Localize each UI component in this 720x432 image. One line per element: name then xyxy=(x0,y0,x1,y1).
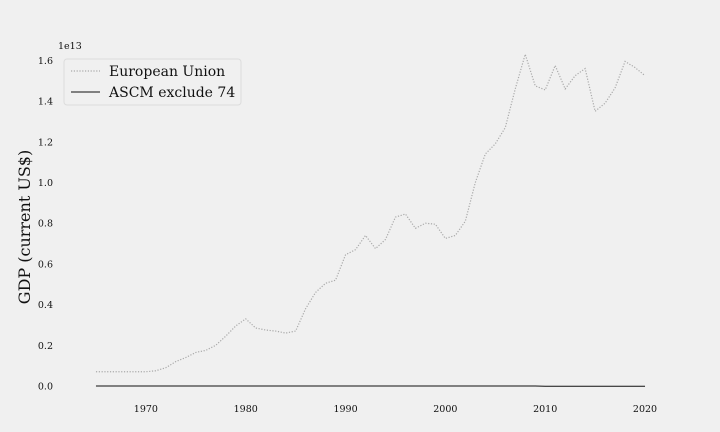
y-tick-label: 0.8 xyxy=(38,219,53,230)
y-tick-label: 1.0 xyxy=(38,178,53,189)
x-tick-label: 2020 xyxy=(633,404,657,415)
y-tick-label: 1.6 xyxy=(38,56,53,67)
y-tick-label: 1.4 xyxy=(38,97,53,108)
legend: European Union ASCM exclude 74 xyxy=(63,58,242,106)
series-line-european-union xyxy=(95,52,646,373)
legend-box xyxy=(63,58,242,106)
y-axis-label: GDP (current US$) xyxy=(15,150,34,304)
x-tick-label: 1990 xyxy=(333,404,357,415)
legend-label-european-union: European Union xyxy=(109,64,225,80)
x-tick-label: 2000 xyxy=(433,404,457,415)
series-lines xyxy=(95,52,646,387)
x-tick-label: 1970 xyxy=(134,404,158,415)
y-tick-label: 1.2 xyxy=(38,137,53,148)
x-tick-labels: 1970 1980 1990 2000 2010 2020 xyxy=(134,404,657,415)
x-tick-label: 1980 xyxy=(234,404,258,415)
x-tick-label: 2010 xyxy=(533,404,557,415)
y-axis-offset-label: 1e13 xyxy=(58,41,82,52)
y-tick-label: 0.2 xyxy=(38,341,53,352)
y-tick-label: 0.0 xyxy=(38,382,53,393)
y-tick-label: 0.4 xyxy=(38,300,53,311)
y-tick-label: 0.6 xyxy=(38,259,53,270)
legend-label-ascm-exclude-74: ASCM exclude 74 xyxy=(108,85,235,101)
y-tick-labels: 0.0 0.2 0.4 0.6 0.8 1.0 1.2 1.4 1.6 xyxy=(38,56,53,393)
